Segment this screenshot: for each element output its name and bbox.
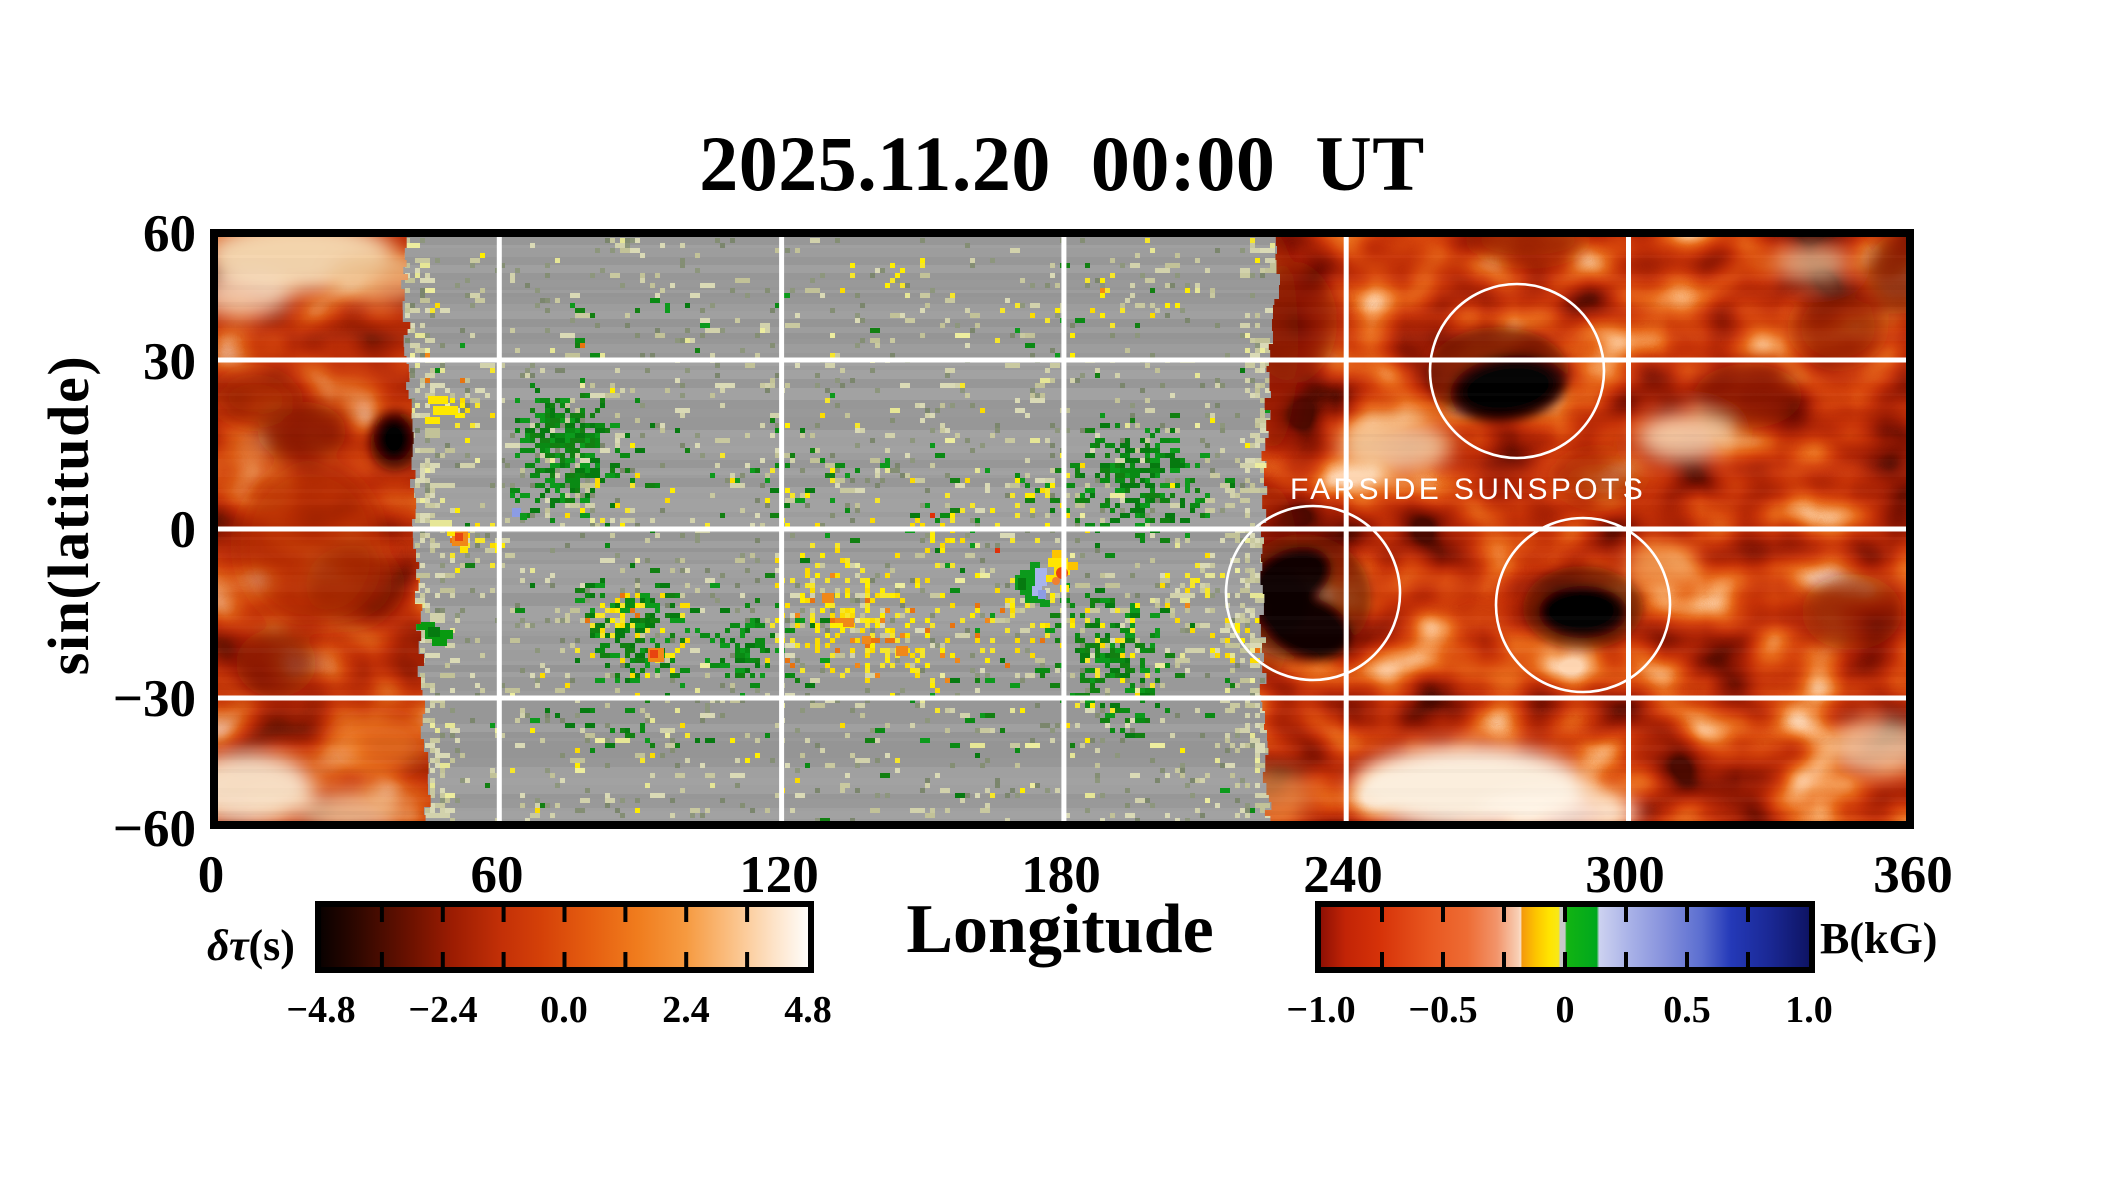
svg-text:−60: −60 [113, 800, 196, 858]
svg-text:Longitude: Longitude [906, 891, 1213, 968]
svg-text:0.0: 0.0 [540, 989, 588, 1031]
svg-text:120: 120 [739, 846, 819, 904]
svg-text:180: 180 [1021, 846, 1101, 904]
svg-text:−0.5: −0.5 [1408, 989, 1477, 1031]
svg-text:30: 30 [143, 333, 196, 391]
svg-text:360: 360 [1873, 846, 1953, 904]
svg-text:1.0: 1.0 [1785, 989, 1833, 1031]
svg-text:2.4: 2.4 [662, 989, 710, 1031]
svg-text:sin(latitude): sin(latitude) [36, 355, 101, 676]
svg-text:−4.8: −4.8 [286, 989, 355, 1031]
svg-text:60: 60 [143, 205, 196, 263]
svg-text:0: 0 [198, 846, 225, 904]
svg-text:60: 60 [471, 846, 524, 904]
svg-text:−30: −30 [113, 670, 196, 728]
svg-text:240: 240 [1303, 846, 1383, 904]
svg-text:B(kG): B(kG) [1820, 914, 1937, 963]
svg-text:FARSIDE SUNSPOTS: FARSIDE SUNSPOTS [1290, 473, 1646, 506]
svg-text:0.5: 0.5 [1663, 989, 1711, 1031]
svg-text:300: 300 [1585, 846, 1665, 904]
svg-text:0: 0 [1556, 989, 1575, 1031]
svg-text:0: 0 [170, 501, 197, 559]
svg-text:2025.11.20 00:00 UT: 2025.11.20 00:00 UT [699, 120, 1425, 207]
svg-text:−1.0: −1.0 [1286, 989, 1355, 1031]
svg-text:δτ(s): δτ(s) [207, 921, 295, 970]
svg-text:4.8: 4.8 [784, 989, 832, 1031]
svg-text:−2.4: −2.4 [408, 989, 477, 1031]
